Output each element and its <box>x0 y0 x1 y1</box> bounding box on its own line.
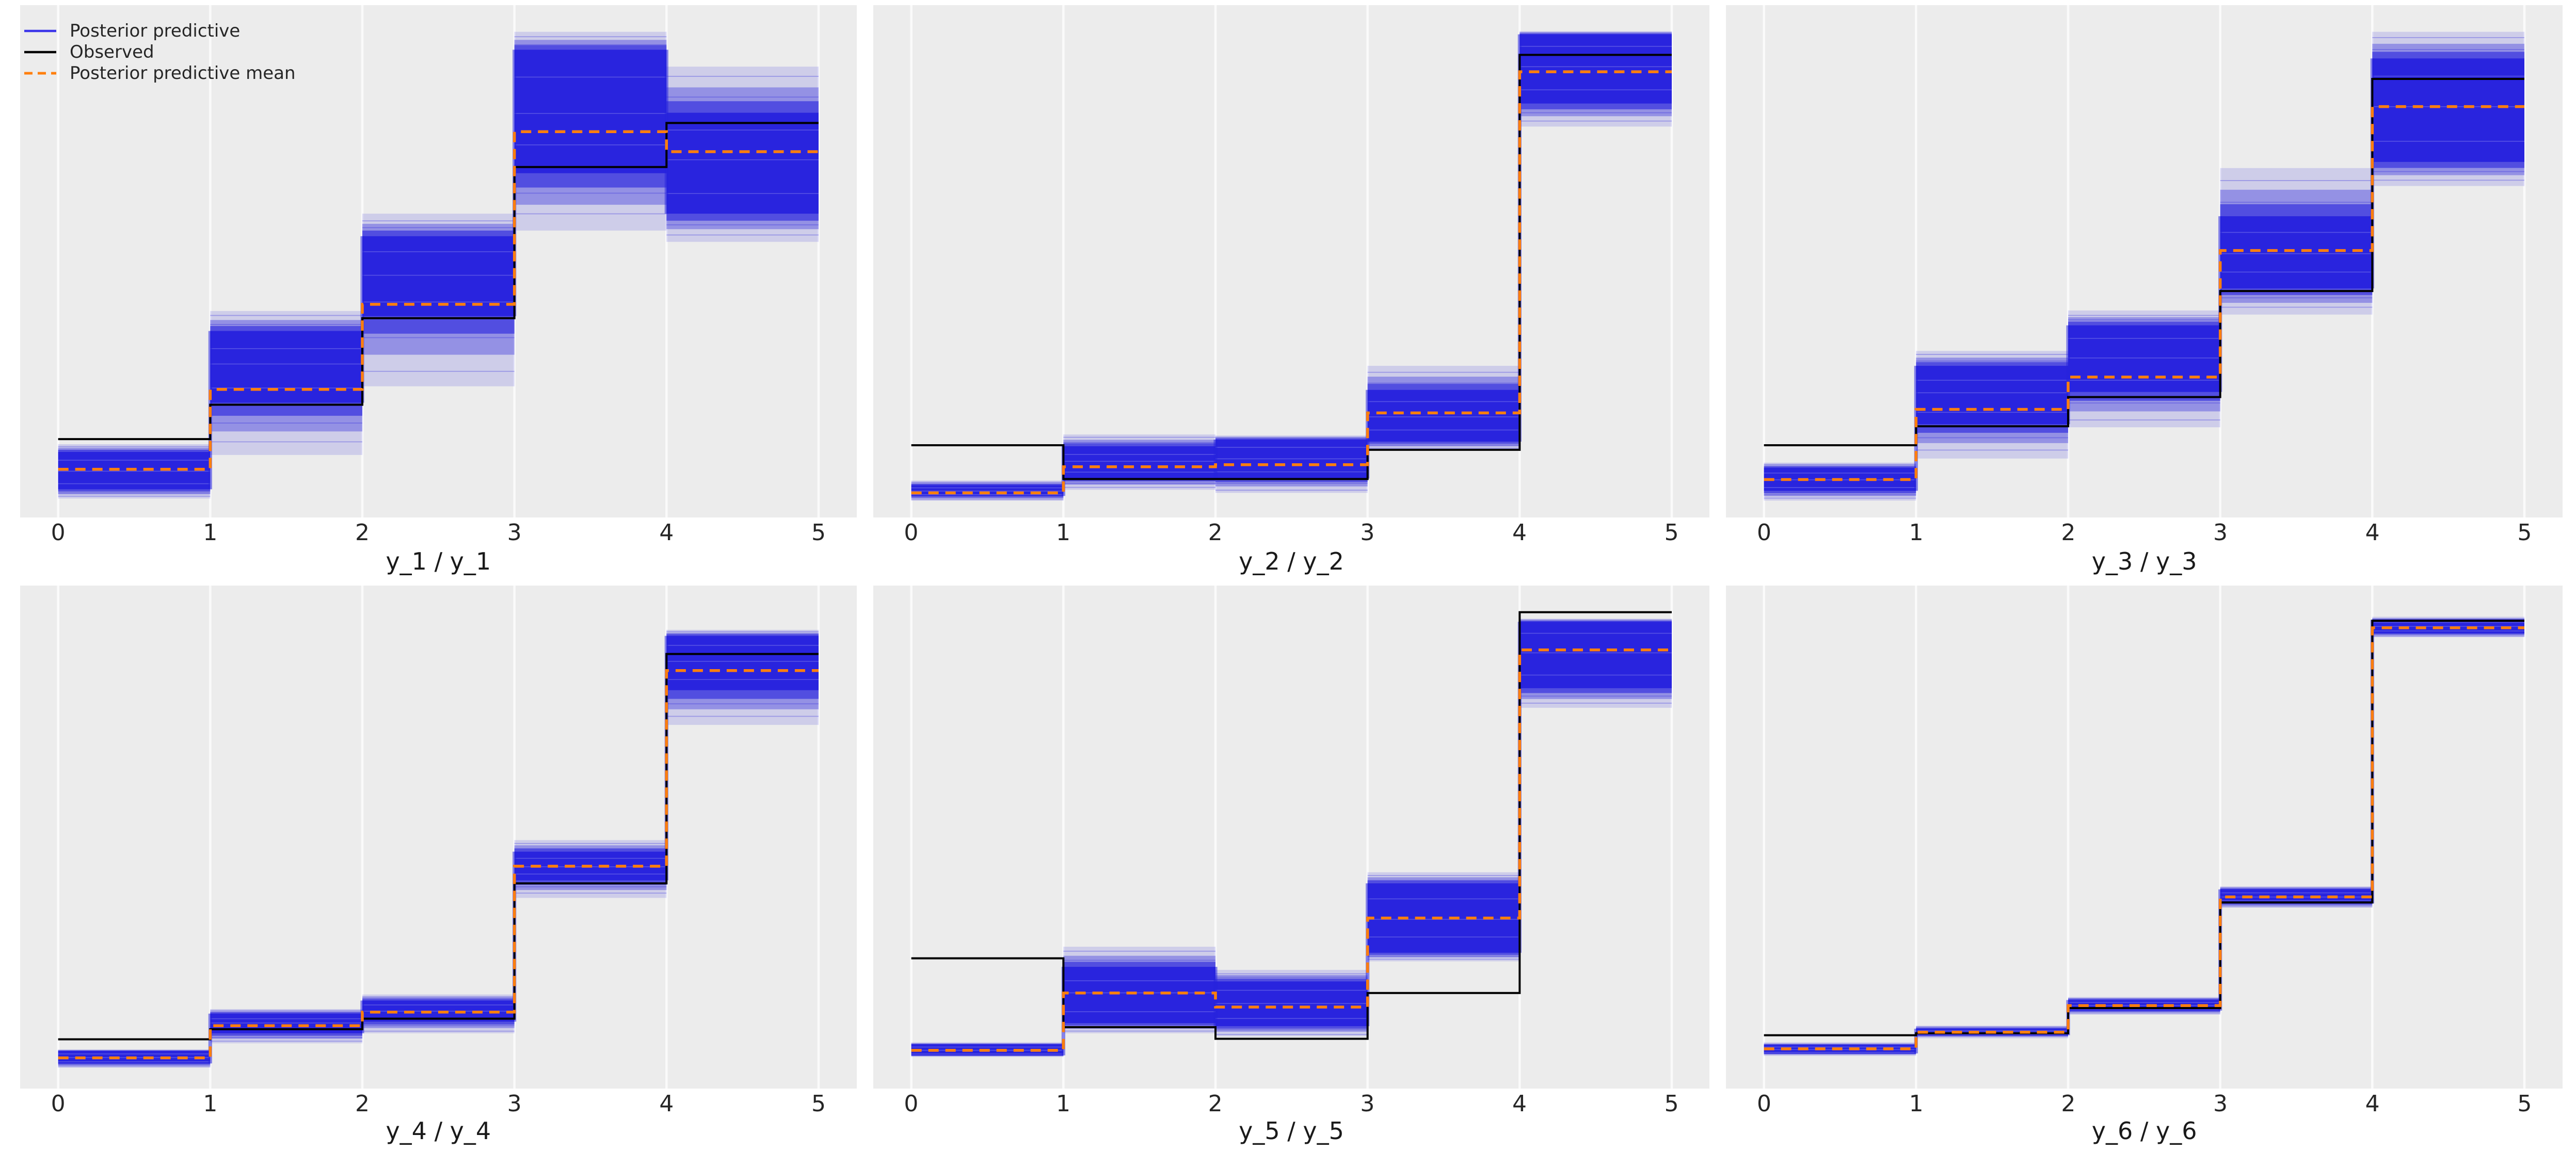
x-tick-labels-y5: 0 1 2 3 4 5 <box>873 1089 1710 1117</box>
x-axis-label-y4: y_4 / y_4 <box>386 1117 491 1145</box>
ppc-chart-y6 <box>1763 586 2526 1089</box>
legend-item-posterior-predictive: Posterior predictive <box>23 21 296 41</box>
ppc-chart-y2 <box>910 5 1673 517</box>
ppc-chart-y5 <box>910 586 1673 1089</box>
x-tick-label: 3 <box>507 1091 522 1117</box>
x-tick-label: 3 <box>1360 1091 1375 1117</box>
x-tick-label: 1 <box>203 520 218 546</box>
x-tick-label: 5 <box>1664 520 1679 546</box>
x-tick-label: 4 <box>2365 520 2380 546</box>
x-tick-label: 0 <box>51 1091 66 1117</box>
x-tick-labels-y1: 0 1 2 3 4 5 <box>20 517 857 545</box>
x-axis-label-y2: y_2 / y_2 <box>1239 547 1344 575</box>
ppc-chart-y3 <box>1763 5 2526 517</box>
x-tick-labels-y6: 0 1 2 3 4 5 <box>1726 1089 2563 1117</box>
legend-item-posterior-predictive-mean: Posterior predictive mean <box>23 63 296 84</box>
x-axis-label-y1: y_1 / y_1 <box>386 547 491 575</box>
x-tick-label: 4 <box>1512 1091 1527 1117</box>
x-tick-label: 1 <box>203 1091 218 1117</box>
legend-item-observed: Observed <box>23 42 296 62</box>
x-tick-label: 3 <box>2213 520 2228 546</box>
legend-label-posterior-predictive-mean: Posterior predictive mean <box>70 63 296 84</box>
x-tick-label: 3 <box>507 520 522 546</box>
subplot-row-top: Posterior predictive Observed Posterior … <box>20 5 2563 580</box>
plot-area-y1: Posterior predictive Observed Posterior … <box>20 5 857 517</box>
ppc-chart-y4 <box>57 586 820 1089</box>
x-tick-label: 4 <box>1512 520 1527 546</box>
x-tick-label: 5 <box>811 1091 826 1117</box>
plot-area-y2 <box>873 5 1710 517</box>
x-tick-label: 0 <box>1756 520 1771 546</box>
x-tick-label: 4 <box>2365 1091 2380 1117</box>
ppc-chart-y1 <box>57 5 820 517</box>
subplot-y3: 0 1 2 3 4 5 y_3 / y_3 <box>1726 5 2563 580</box>
x-tick-label: 5 <box>2517 520 2532 546</box>
x-tick-label: 5 <box>2517 1091 2532 1117</box>
subplot-y5: 0 1 2 3 4 5 y_5 / y_5 <box>873 586 1710 1148</box>
x-tick-label: 2 <box>1208 1091 1223 1117</box>
x-tick-label: 3 <box>1360 520 1375 546</box>
plot-area-y6 <box>1726 586 2563 1089</box>
observed-line-icon <box>24 51 56 54</box>
x-tick-label: 4 <box>659 1091 674 1117</box>
x-tick-label: 2 <box>2061 520 2076 546</box>
x-tick-label: 1 <box>1055 1091 1070 1117</box>
x-tick-labels-y2: 0 1 2 3 4 5 <box>873 517 1710 545</box>
subplot-y1: Posterior predictive Observed Posterior … <box>20 5 857 580</box>
x-tick-label: 5 <box>811 520 826 546</box>
x-tick-label: 2 <box>355 1091 370 1117</box>
x-tick-label: 0 <box>51 520 66 546</box>
posterior-predictive-line-icon <box>24 29 56 33</box>
x-tick-label: 1 <box>1055 520 1070 546</box>
posterior-predictive-mean-dashed-line-icon <box>24 72 56 75</box>
subplot-y6: 0 1 2 3 4 5 y_6 / y_6 <box>1726 586 2563 1148</box>
x-tick-label: 1 <box>1909 520 1924 546</box>
x-tick-label: 5 <box>1664 1091 1679 1117</box>
x-tick-label: 1 <box>1909 1091 1924 1117</box>
plot-area-y3 <box>1726 5 2563 517</box>
x-tick-labels-y3: 0 1 2 3 4 5 <box>1726 517 2563 545</box>
x-tick-label: 0 <box>904 1091 919 1117</box>
subplot-y4: 0 1 2 3 4 5 y_4 / y_4 <box>20 586 857 1148</box>
x-tick-label: 3 <box>2213 1091 2228 1117</box>
x-tick-label: 2 <box>2061 1091 2076 1117</box>
x-axis-label-y6: y_6 / y_6 <box>2091 1117 2197 1145</box>
x-tick-label: 2 <box>355 520 370 546</box>
legend: Posterior predictive Observed Posterior … <box>23 21 296 84</box>
x-tick-label: 0 <box>904 520 919 546</box>
plot-area-y4 <box>20 586 857 1089</box>
x-axis-label-y3: y_3 / y_3 <box>2091 547 2197 575</box>
legend-label-posterior-predictive: Posterior predictive <box>70 21 241 41</box>
x-axis-label-y5: y_5 / y_5 <box>1239 1117 1344 1145</box>
subplot-row-bottom: 0 1 2 3 4 5 y_4 / y_4 0 1 2 3 4 5 y_5 / y_5 0 1 2 3 4 5… <box>20 580 2563 1148</box>
subplot-y2: 0 1 2 3 4 5 y_2 / y_2 <box>873 5 1710 580</box>
legend-label-observed: Observed <box>70 42 154 62</box>
x-tick-labels-y4: 0 1 2 3 4 5 <box>20 1089 857 1117</box>
x-tick-label: 0 <box>1756 1091 1771 1117</box>
x-tick-label: 2 <box>1208 520 1223 546</box>
plot-area-y5 <box>873 586 1710 1089</box>
x-tick-label: 4 <box>659 520 674 546</box>
